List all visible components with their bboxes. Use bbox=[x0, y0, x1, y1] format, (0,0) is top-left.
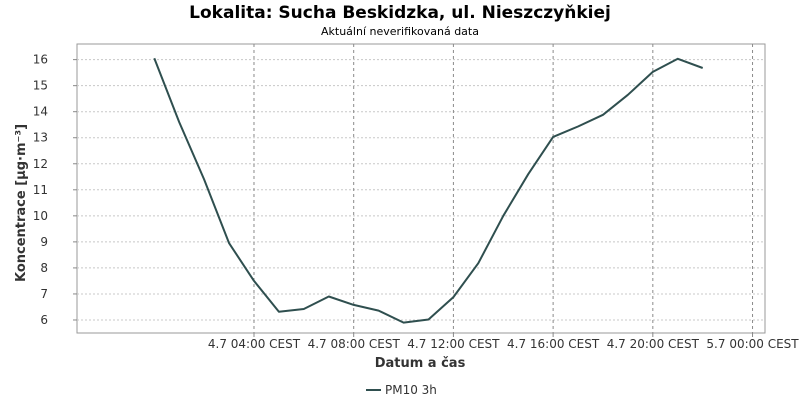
x-tick-label: 4.7 04:00 CEST bbox=[208, 337, 301, 351]
y-tick-label: 6 bbox=[40, 313, 48, 327]
x-tick-label: 5.7 00:00 CEST bbox=[706, 337, 799, 351]
series-line-pm10 bbox=[153, 57, 704, 324]
plot-area bbox=[76, 43, 766, 334]
chart-title: Lokalita: Sucha Beskidzka, ul. Nieszczyň… bbox=[189, 3, 611, 23]
chart-subtitle: Aktuální neverifikovaná data bbox=[321, 25, 479, 38]
legend-label-pm10: PM10 3h bbox=[385, 383, 437, 397]
legend: PM10 3h bbox=[366, 383, 437, 397]
y-tick-label: 10 bbox=[33, 209, 48, 223]
y-tick-label: 8 bbox=[40, 261, 48, 275]
x-axis: 4.7 04:00 CEST 4.7 08:00 CEST 4.7 12:00 CE… bbox=[208, 333, 799, 351]
x-tick-label: 4.7 08:00 CEST bbox=[308, 337, 401, 351]
y-axis: 6 7 8 9 10 11 12 13 14 15 16 bbox=[33, 53, 77, 327]
y-tick-label: 11 bbox=[33, 183, 48, 197]
y-tick-label: 7 bbox=[40, 287, 48, 301]
y-tick-label: 9 bbox=[40, 235, 48, 249]
y-tick-label: 12 bbox=[33, 157, 48, 171]
series-layer bbox=[153, 57, 704, 324]
x-axis-title: Datum a čas bbox=[375, 356, 466, 371]
y-tick-label: 13 bbox=[33, 131, 48, 145]
x-tick-label: 4.7 12:00 CEST bbox=[407, 337, 500, 351]
x-tick-label: 4.7 16:00 CEST bbox=[507, 337, 600, 351]
grid-lines bbox=[77, 44, 765, 333]
y-axis-title: Koncentrace [µg·m⁻³] bbox=[14, 124, 29, 282]
y-tick-label: 15 bbox=[33, 79, 48, 93]
y-tick-label: 14 bbox=[33, 105, 48, 119]
x-tick-label: 4.7 20:00 CEST bbox=[607, 337, 700, 351]
y-tick-label: 16 bbox=[33, 53, 48, 67]
